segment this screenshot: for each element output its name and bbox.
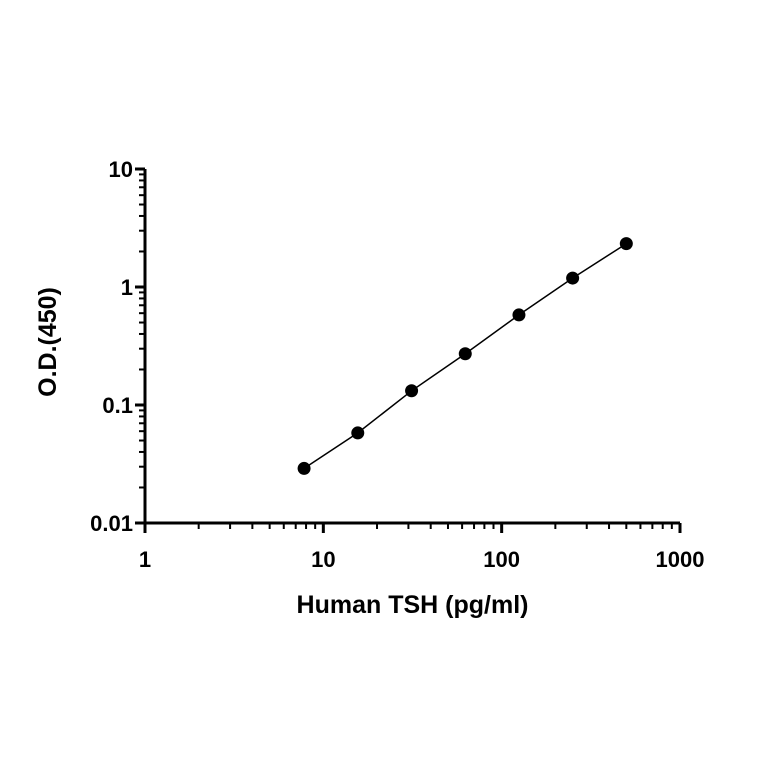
data-points: [297, 237, 633, 475]
y-axis-title: O.D.(450): [34, 287, 62, 397]
data-point: [458, 347, 472, 361]
data-point: [351, 426, 365, 440]
x-tick-label: 100: [483, 547, 520, 572]
major-ticks: [135, 167, 682, 533]
data-point: [297, 461, 311, 475]
x-tick-label: 10: [311, 547, 335, 572]
data-point: [405, 384, 419, 398]
y-tick-labels: 0.01 0.1 1 10: [90, 157, 133, 536]
minor-ticks: [139, 173, 673, 529]
y-tick-label: 1: [121, 275, 133, 300]
y-tick-label: 10: [109, 157, 133, 182]
x-tick-label: 1000: [656, 547, 705, 572]
x-tick-label: 1: [139, 547, 151, 572]
x-axis-title: Human TSH (pg/ml): [297, 591, 529, 619]
y-tick-label: 0.01: [90, 511, 133, 536]
y-tick-label: 0.1: [102, 393, 133, 418]
data-point: [512, 308, 526, 322]
data-point: [619, 237, 633, 251]
data-point: [566, 271, 580, 285]
x-tick-labels: 1 10 100 1000: [139, 547, 705, 572]
